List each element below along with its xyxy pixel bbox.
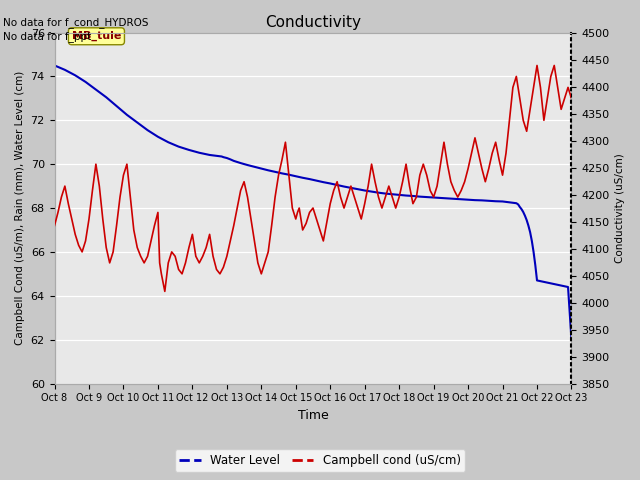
Y-axis label: Campbell Cond (uS/m), Rain (mm), Water Level (cm): Campbell Cond (uS/m), Rain (mm), Water L… [15,71,25,345]
Title: Conductivity: Conductivity [265,15,361,30]
X-axis label: Time: Time [298,409,328,422]
Text: MB_tule: MB_tule [72,31,121,41]
Text: No data for f_ppt: No data for f_ppt [3,31,92,42]
Text: No data for f_cond_HYDROS: No data for f_cond_HYDROS [3,17,148,28]
Legend: Water Level, Campbell cond (uS/cm): Water Level, Campbell cond (uS/cm) [175,449,465,472]
Y-axis label: Conductivity (uS/cm): Conductivity (uS/cm) [615,153,625,263]
